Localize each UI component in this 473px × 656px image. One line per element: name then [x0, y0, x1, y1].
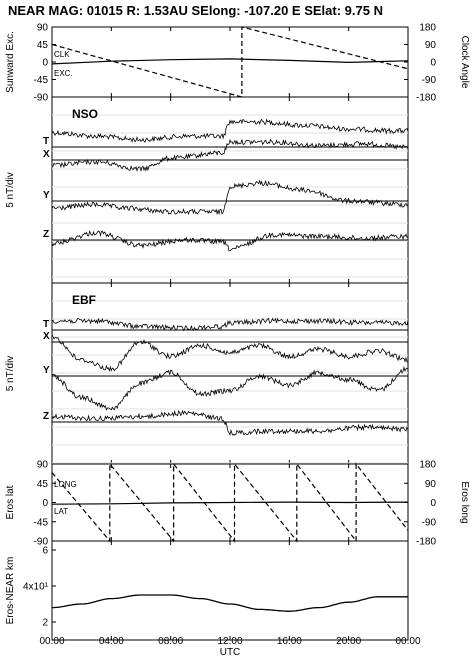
orientation-left-tick-label: 45 [37, 40, 49, 51]
eros-position-right-tick-label: 90 [425, 479, 437, 490]
orientation-right-tick-label: 0 [430, 58, 436, 69]
nso-component-label-y: Y [43, 190, 50, 201]
orientation-left-tick-label: -90 [34, 93, 49, 104]
ebf-axis-label: 5 nT/div [5, 356, 16, 392]
eros-position-right-tick-label: -180 [416, 537, 436, 548]
nso-series-x [51, 138, 409, 172]
distance-series [52, 594, 408, 612]
orientation-left-tick-label: 90 [37, 23, 49, 34]
ebf-component-label-z: Z [43, 411, 49, 422]
orientation-left-tick-label: 0 [42, 58, 48, 69]
orientation-right-tick-label: -180 [416, 93, 436, 104]
orientation-right-tick-label: 180 [419, 23, 436, 34]
distance-left-tick-label: 4x10¹ [23, 582, 49, 593]
eros-position-left-axis-label: Eros lat [5, 485, 16, 519]
eros-position-series-lat [51, 501, 409, 505]
eros-position-left-tick-label: 45 [37, 479, 49, 490]
ebf-series-z [51, 409, 409, 436]
nso-axis-label: 5 nT/div [5, 172, 16, 208]
x-tick-label: 00:00 [39, 636, 64, 647]
ebf-panel-label: EBF [72, 293, 96, 307]
nso-series-t [51, 118, 409, 143]
eros-position-left-tick-label: 0 [42, 498, 48, 509]
ebf-series-t [51, 317, 409, 332]
orientation-right-tick-label: -90 [422, 75, 437, 86]
eros-position-left-tick-label: 90 [37, 460, 49, 471]
long-series-label: LONG [54, 480, 77, 489]
orientation-series-clk [51, 26, 409, 98]
ebf-component-label-x: X [43, 331, 50, 342]
nso-frame [51, 96, 409, 284]
eros-position-left-tick-label: -90 [34, 537, 49, 548]
ebf-series-y [51, 365, 409, 411]
x-tick-label: 00:00 [395, 636, 420, 647]
figure-title: NEAR MAG: 01015 R: 1.53AU SElong: -107.2… [8, 3, 383, 18]
ebf-component-label-t: T [43, 319, 49, 330]
x-tick-label: 20:00 [336, 636, 361, 647]
orientation-left-axis-label: Sunward Exc. [5, 31, 16, 93]
orientation-series-exc [51, 58, 409, 65]
distance-left-tick-label: 2 [42, 618, 48, 629]
exc-series-label: EXC. [54, 69, 73, 78]
eros-position-right-tick-label: 0 [430, 498, 436, 509]
eros-position-right-tick-label: -90 [422, 517, 437, 528]
orientation-left-tick-label: -45 [34, 75, 49, 86]
eros-near-distance-frame [51, 540, 409, 641]
x-axis-label: UTC [220, 647, 241, 656]
distance-left-tick-label: 6 [42, 546, 48, 557]
x-tick-label: 12:00 [217, 636, 242, 647]
orientation-right-axis-label: Clock Angle [459, 36, 470, 89]
ebf-series-x [51, 334, 409, 373]
eros-position-left-tick-label: -45 [34, 517, 49, 528]
x-tick-label: 04:00 [99, 636, 124, 647]
eros-position-right-axis-label: Eros long [459, 481, 470, 523]
x-tick-label: 16:00 [277, 636, 302, 647]
eros-position-right-tick-label: 180 [419, 460, 436, 471]
nso-component-label-z: Z [43, 229, 49, 240]
clk-series-label: CLK [54, 50, 70, 59]
orientation-right-tick-label: 90 [425, 40, 437, 51]
x-tick-label: 08:00 [158, 636, 183, 647]
nso-component-label-x: X [43, 149, 50, 160]
ebf-component-label-y: Y [43, 365, 50, 376]
nso-panel-label: NSO [72, 107, 98, 121]
nso-component-label-t: T [43, 136, 49, 147]
nso-series-z [51, 230, 409, 252]
nso-series-y [51, 179, 409, 216]
distance-axis-label: Eros-NEAR km [5, 557, 16, 625]
lat-series-label: LAT [54, 507, 68, 516]
